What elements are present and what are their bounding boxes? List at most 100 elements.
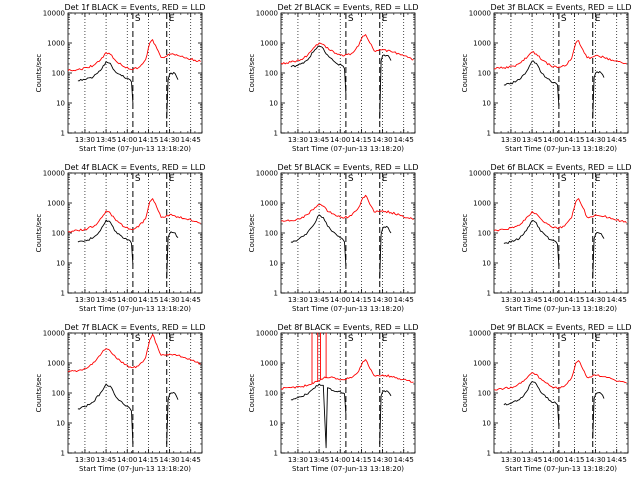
x-tick-label: 14:30 [372,456,392,464]
events-series-line [77,219,134,265]
chart-panel: Det 4f BLACK = Events, RED = LLD 1 10 100 10… [35,163,206,313]
chart-panel: Det 1f BLACK = Events, RED = LLD 1 10 100 10… [35,3,206,153]
y-tick-label: 1 [487,130,491,138]
x-tick-label: 14:15 [351,456,371,464]
y-tick-label: 10 [482,420,491,428]
y-tick-label: 100 [265,390,278,398]
events-series-line [166,391,179,445]
lld-series-line [280,194,414,222]
events-series-line [77,61,134,104]
x-axis-label: Start Time (07-Jun-13 13:18:20) [505,305,617,313]
plot-frame [67,12,203,134]
x-tick-label: 13:30 [288,456,308,464]
y-tick-label: 10000 [469,170,491,178]
x-tick-label: 14:30 [585,456,605,464]
y-tick-label: 10000 [469,330,491,338]
panel-title: Det 2f BLACK = Events, RED = LLD [277,3,418,12]
y-tick-label: 100 [52,230,65,238]
events-series-line [592,392,605,439]
plot-frame [280,12,416,134]
event-marker-label: E [382,334,388,344]
x-tick-label: 14:45 [181,456,201,464]
y-tick-label: 10 [269,420,278,428]
event-marker-label: S [135,334,141,344]
event-marker-label: E [169,174,175,184]
events-series-line [379,225,392,279]
y-tick-label: 100 [478,390,491,398]
x-tick-label: 13:45 [522,136,542,144]
events-series-line [503,220,560,266]
chart-panel: Det 6f BLACK = Events, RED = LLD 1 10 100 10… [461,163,632,313]
y-axis-label: Counts/sec [248,374,256,413]
x-tick-label: 13:30 [288,296,308,304]
x-tick-label: 14:30 [372,136,392,144]
chart-panel: Det 8f BLACK = Events, RED = LLD 1 10 100 10… [248,323,419,473]
event-marker-label: E [595,334,601,344]
x-tick-label: 13:45 [522,456,542,464]
x-tick-label: 13:30 [501,136,521,144]
plot-frame [493,12,629,134]
x-axis-label: Start Time (07-Jun-13 13:18:20) [292,465,404,473]
x-tick-label: 14:30 [159,456,179,464]
y-tick-label: 100 [478,70,491,78]
y-tick-label: 10000 [256,10,278,18]
events-series-line [290,214,347,266]
y-tick-label: 10 [269,100,278,108]
event-marker-label: E [382,174,388,184]
x-axis-label: Start Time (07-Jun-13 13:18:20) [505,465,617,473]
y-tick-label: 10 [482,260,491,268]
chart-panel: Det 3f BLACK = Events, RED = LLD 1 10 100 10… [461,3,632,153]
lld-series-line [493,198,627,232]
y-tick-label: 1 [274,290,278,298]
y-tick-label: 1 [61,290,65,298]
event-marker-label: S [348,14,354,24]
x-tick-label: 13:45 [96,296,116,304]
events-series-line [290,383,347,449]
x-tick-label: 14:30 [372,296,392,304]
chart-panel: Det 2f BLACK = Events, RED = LLD 1 10 100 10… [248,3,419,153]
y-tick-label: 1 [61,130,65,138]
y-tick-label: 100 [265,70,278,78]
y-axis-label: Counts/sec [35,54,43,93]
events-series-line [379,54,392,119]
x-tick-label: 13:45 [96,456,116,464]
event-marker-label: S [348,174,354,184]
y-tick-label: 10000 [256,170,278,178]
y-tick-label: 1 [487,450,491,458]
x-tick-label: 14:45 [607,456,627,464]
x-axis-label: Start Time (07-Jun-13 13:18:20) [292,305,404,313]
event-marker-label: S [135,14,141,24]
x-tick-label: 14:15 [564,456,584,464]
panel-title: Det 4f BLACK = Events, RED = LLD [64,163,205,172]
x-tick-label: 14:45 [394,296,414,304]
chart-panel: Det 5f BLACK = Events, RED = LLD 1 10 100 10… [248,163,419,313]
y-tick-label: 10 [269,260,278,268]
y-tick-label: 1 [274,450,278,458]
panel-title: Det 7f BLACK = Events, RED = LLD [64,323,205,332]
y-tick-label: 1000 [473,40,491,48]
y-tick-label: 10 [482,100,491,108]
x-tick-label: 14:45 [394,136,414,144]
x-tick-label: 14:00 [330,136,350,144]
panel-title: Det 8f BLACK = Events, RED = LLD [277,323,418,332]
events-series-line [592,231,605,279]
event-marker-label: E [595,14,601,24]
y-tick-label: 10000 [43,10,65,18]
x-tick-label: 13:30 [501,456,521,464]
y-tick-label: 10000 [43,330,65,338]
lld-series-line [493,40,627,70]
x-tick-label: 14:45 [181,136,201,144]
x-tick-label: 14:00 [117,136,137,144]
x-tick-label: 13:30 [75,136,95,144]
x-axis-label: Start Time (07-Jun-13 13:18:20) [79,145,191,153]
x-tick-label: 14:45 [607,136,627,144]
plot-frame [493,332,629,454]
y-tick-label: 1000 [473,200,491,208]
plot-frame [280,332,416,454]
lld-series-line [67,198,201,233]
x-axis-label: Start Time (07-Jun-13 13:18:20) [292,145,404,153]
chart-panel: Det 9f BLACK = Events, RED = LLD 1 10 100 10… [461,323,632,473]
event-marker-label: E [595,174,601,184]
events-series-line [592,71,605,119]
